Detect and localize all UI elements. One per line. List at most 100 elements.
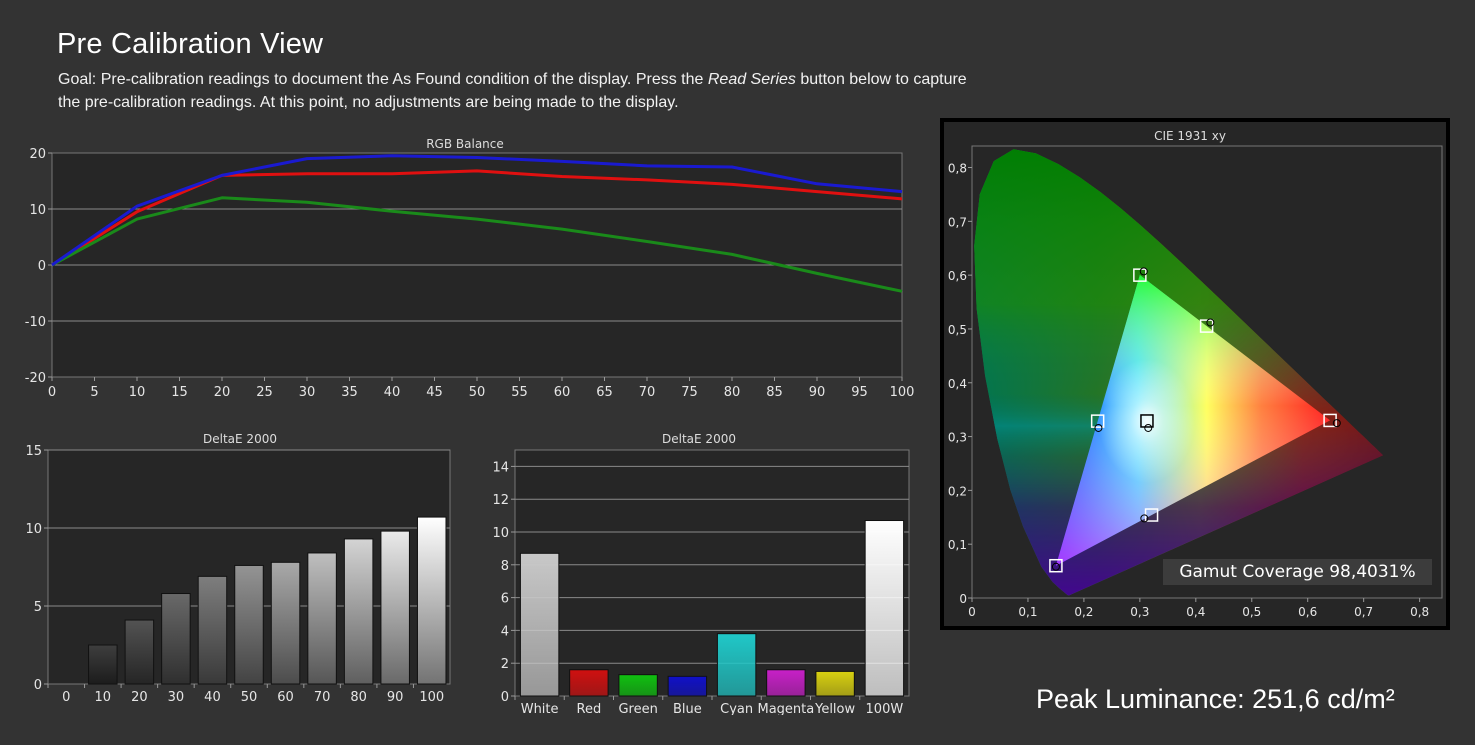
bar-50 — [234, 564, 264, 685]
x-tick-label: 0 — [968, 605, 976, 619]
y-tick-label: -20 — [25, 371, 46, 386]
x-tick-label: 40 — [384, 385, 401, 400]
x-tick-label: 0,8 — [1410, 605, 1429, 619]
measured-marker — [1094, 423, 1103, 432]
bar-red — [569, 669, 609, 697]
x-tick-label: 30 — [168, 690, 185, 705]
y-tick-label: 8 — [501, 559, 509, 574]
x-tick-label: 95 — [851, 385, 868, 400]
bar-40 — [197, 575, 228, 685]
y-tick-label: 4 — [501, 624, 509, 639]
x-tick-label: 40 — [204, 690, 221, 705]
y-tick-label: 2 — [501, 657, 509, 672]
x-tick-label: 45 — [426, 385, 443, 400]
bar-100 — [416, 516, 447, 685]
bar-30 — [161, 593, 191, 685]
x-tick-label: 0,2 — [1074, 605, 1093, 619]
plot-area — [514, 449, 910, 697]
y-tick-label: 20 — [29, 147, 46, 162]
bar-blue — [667, 675, 708, 697]
goal-text: Goal: Pre-calibration readings to docume… — [58, 68, 988, 114]
bar-cyan — [716, 633, 757, 697]
chart-title: DeltaE 2000 — [203, 432, 277, 446]
y-tick-label: 10 — [25, 522, 42, 537]
x-tick-label: 20 — [214, 385, 231, 400]
measured-marker — [1140, 514, 1149, 523]
x-tick-label: 65 — [596, 385, 613, 400]
series-line-0 — [51, 169, 903, 267]
y-tick-label: 14 — [492, 460, 509, 475]
y-tick-label: 0,2 — [948, 484, 967, 498]
y-tick-label: 12 — [492, 493, 509, 508]
y-tick-label: 10 — [492, 526, 509, 541]
x-tick-label: 55 — [511, 385, 528, 400]
target-marker — [1140, 414, 1154, 428]
page-title: Pre Calibration View — [57, 28, 324, 60]
y-tick-label: 0,5 — [948, 323, 967, 337]
measured-marker — [1139, 267, 1148, 276]
x-tick-label: 60 — [554, 385, 571, 400]
measured-marker — [1144, 423, 1153, 432]
x-tick-label: 70 — [314, 690, 331, 705]
chart-title: RGB Balance — [426, 137, 504, 151]
bar-80 — [343, 538, 374, 685]
x-tick-label: 0,6 — [1298, 605, 1317, 619]
x-tick-label: Green — [618, 702, 657, 715]
chart-title: CIE 1931 xy — [1154, 129, 1226, 143]
x-tick-label: 50 — [469, 385, 486, 400]
x-tick-label: Yellow — [814, 702, 855, 715]
measured-marker — [1332, 419, 1341, 428]
series-line-1 — [51, 196, 903, 293]
x-tick-label: 80 — [724, 385, 741, 400]
peak-luminance: Peak Luminance: 251,6 cd/m² — [1036, 684, 1395, 714]
bar-100w — [864, 520, 905, 697]
x-tick-label: 80 — [350, 690, 367, 705]
bar-70 — [307, 552, 337, 685]
x-tick-label: Magenta — [758, 702, 815, 715]
x-tick-label: 10 — [95, 690, 112, 705]
y-tick-label: 0 — [959, 592, 967, 606]
x-tick-label: Red — [577, 702, 602, 715]
deltae-color-chart: DeltaE 2000 14 12 10 8 6 4 2 0 White Red Green Blue… — [492, 432, 910, 715]
x-tick-label: 100 — [419, 690, 444, 705]
goal-suffix: button below to capture the pre-calibrat… — [58, 71, 967, 111]
y-tick-label: 6 — [501, 592, 509, 607]
x-tick-label: 0,3 — [1130, 605, 1149, 619]
bar-10 — [88, 644, 118, 685]
y-tick-label: 0,3 — [948, 431, 967, 445]
cie-chart-panel: CIE 1931 xy 0 0,1 0,2 0,3 0,4 0,5 0,6 0,7 0,8 0,8… — [940, 118, 1450, 630]
x-tick-label: 5 — [90, 385, 98, 400]
bar-white — [519, 552, 560, 697]
y-tick-label: 0 — [501, 690, 509, 705]
x-tick-label: 30 — [299, 385, 316, 400]
bar-20 — [124, 619, 155, 685]
x-tick-label: 0,4 — [1186, 605, 1205, 619]
x-tick-label: Blue — [673, 702, 702, 715]
x-tick-label: 10 — [129, 385, 146, 400]
target-marker — [1199, 319, 1214, 333]
x-tick-label: 0,1 — [1018, 605, 1037, 619]
measured-marker — [1206, 318, 1215, 327]
x-tick-label: 20 — [131, 690, 148, 705]
bar-green — [618, 674, 658, 697]
x-tick-label: 60 — [277, 690, 294, 705]
chart-title: DeltaE 2000 — [662, 432, 736, 446]
goal-prefix: Goal: Pre-calibration readings to docume… — [58, 71, 708, 88]
bar-60 — [270, 561, 301, 685]
x-tick-label: 15 — [171, 385, 188, 400]
target-marker — [1049, 558, 1063, 573]
x-tick-label: 0 — [62, 690, 70, 705]
gamut-coverage-badge: Gamut Coverage 98,4031% — [1163, 559, 1432, 585]
target-marker — [1133, 268, 1147, 282]
measured-marker — [1051, 562, 1060, 571]
y-tick-label: -10 — [25, 315, 46, 330]
read-series-reference: Read Series — [707, 71, 796, 88]
x-tick-label: White — [521, 702, 559, 715]
y-tick-label: 15 — [25, 444, 42, 459]
target-marker — [1323, 413, 1337, 428]
x-tick-label: 100W — [866, 702, 904, 715]
y-tick-label: 0,1 — [948, 538, 967, 552]
x-tick-label: 75 — [681, 385, 698, 400]
